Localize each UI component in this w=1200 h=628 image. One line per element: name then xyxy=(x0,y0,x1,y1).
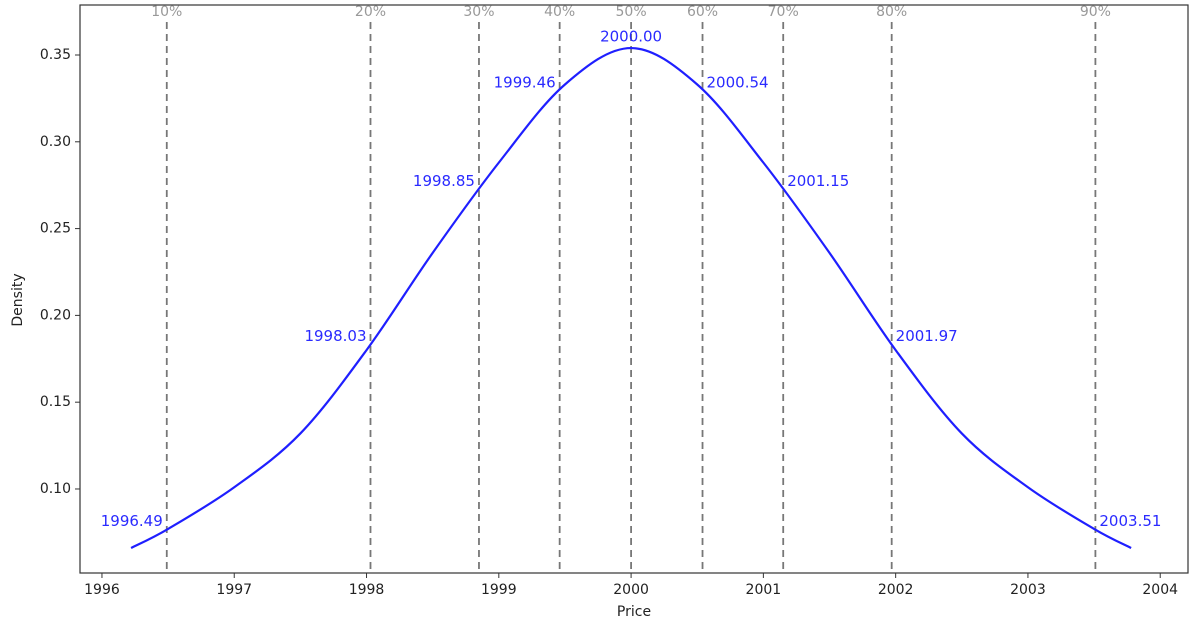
x-tick-label: 1998 xyxy=(349,582,385,598)
x-tick-label: 2004 xyxy=(1142,582,1178,598)
quantile-name: 70% xyxy=(768,4,799,20)
y-tick-label: 0.15 xyxy=(40,394,71,410)
x-tick-label: 2002 xyxy=(878,582,914,598)
x-tick-label: 2001 xyxy=(746,582,782,598)
quantile-value-label: 1999.46 xyxy=(494,73,556,91)
density-line xyxy=(130,46,1132,549)
x-tick-label: 2003 xyxy=(1010,582,1046,598)
x-tick-label: 1997 xyxy=(216,582,252,598)
quantile-value-label: 2001.15 xyxy=(787,172,849,190)
y-axis-title: Density xyxy=(10,273,26,326)
plot-frame xyxy=(79,4,1189,574)
quantile-name: 10% xyxy=(151,4,182,20)
x-tick-label: 2000 xyxy=(613,582,649,598)
quantile-name: 60% xyxy=(687,4,718,20)
quantile-value-label: 2001.97 xyxy=(896,327,958,345)
y-tick-label: 0.35 xyxy=(40,47,71,63)
quantile-name: 30% xyxy=(463,4,494,20)
quantile-name: 90% xyxy=(1080,4,1111,20)
x-tick-label: 1999 xyxy=(481,582,517,598)
x-tick-label: 1996 xyxy=(84,582,120,598)
quantile-name: 40% xyxy=(544,4,575,20)
quantile-name: 80% xyxy=(876,4,907,20)
quantile-value-label: 1996.49 xyxy=(101,512,163,530)
quantile-value-label: 1998.85 xyxy=(413,172,475,190)
y-tick-label: 0.10 xyxy=(40,481,71,497)
y-tick-label: 0.20 xyxy=(40,307,71,323)
quantile-name: 20% xyxy=(355,4,386,20)
quantile-value-label: 2000.54 xyxy=(707,73,769,91)
quantile-name: 50% xyxy=(616,4,647,20)
y-tick-label: 0.30 xyxy=(40,134,71,150)
x-axis-title: Price xyxy=(617,604,651,620)
quantile-value-label: 1998.03 xyxy=(304,327,366,345)
quantile-value-label: 2000.00 xyxy=(600,28,662,46)
quantile-value-label: 2003.51 xyxy=(1099,512,1161,530)
y-tick-label: 0.25 xyxy=(40,221,71,237)
